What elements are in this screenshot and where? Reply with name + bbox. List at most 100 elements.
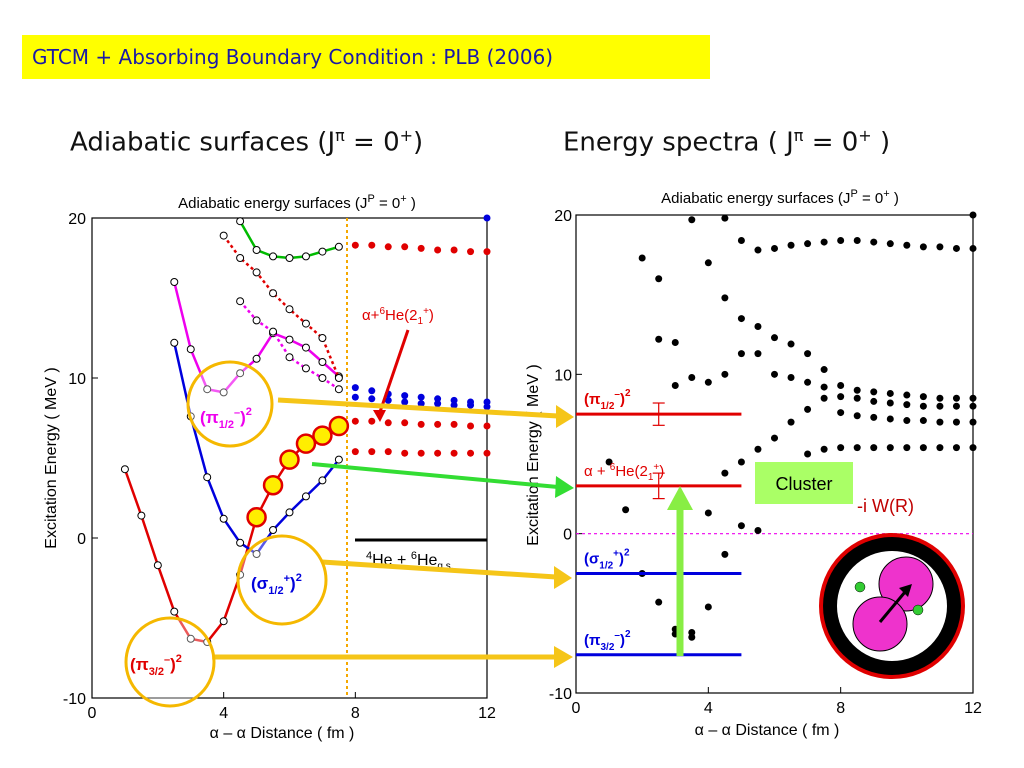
arrow-sigma12-head <box>554 566 572 589</box>
arrow-sigma12 <box>321 559 557 580</box>
right-xtick-label: 8 <box>836 700 845 717</box>
pi12-circle <box>186 360 274 448</box>
left-series-point <box>269 289 278 298</box>
left-series-point <box>269 252 278 261</box>
right-point <box>754 323 762 331</box>
cluster-marker <box>246 506 267 528</box>
right-point <box>936 402 944 410</box>
left-extrap-point <box>351 448 359 456</box>
left-extrap-point <box>483 398 491 406</box>
right-point <box>853 394 861 402</box>
cluster-label: Cluster <box>775 474 832 494</box>
sigma12-circle <box>236 534 328 626</box>
left-series-point <box>252 354 261 363</box>
cluster-box <box>755 462 853 504</box>
right-point <box>969 402 977 410</box>
left-extrap-point <box>483 403 491 411</box>
left-extrap-point <box>417 244 425 252</box>
right-point <box>820 445 828 453</box>
left-extrap-point <box>417 393 425 401</box>
arrow-pi12-head <box>556 405 574 428</box>
right-point <box>853 236 861 244</box>
right-point <box>969 244 977 252</box>
right-point <box>936 444 944 452</box>
right-point <box>655 275 663 283</box>
right-point <box>903 241 911 249</box>
right-point <box>704 378 712 386</box>
left-series-point <box>236 369 245 378</box>
right-point <box>787 340 795 348</box>
right-point <box>721 294 729 302</box>
left-series-point <box>301 343 310 352</box>
left-series-point <box>252 316 261 325</box>
right-point <box>704 603 712 611</box>
left-series-point <box>334 374 343 382</box>
right-point <box>936 418 944 426</box>
level-label: (σ1/2+)2 <box>584 548 630 572</box>
left-series-point <box>186 634 195 643</box>
left-series-point <box>120 465 129 474</box>
left-extrap-point <box>384 448 392 456</box>
arrow-cluster <box>311 462 559 489</box>
left-extrap-point <box>384 243 392 251</box>
left-series-point <box>170 338 179 347</box>
left-series-point <box>285 508 294 517</box>
right-point <box>853 412 861 420</box>
left-series-point <box>252 268 261 277</box>
left-extrap-point <box>483 248 491 256</box>
right-point <box>870 397 878 405</box>
level-label: α + 6He(21+) <box>584 462 664 483</box>
left-series-point <box>334 455 343 464</box>
right-ytick-label: 20 <box>554 208 572 225</box>
right-heading: Energy spectra ( Jπ = 0+ ) <box>563 126 891 158</box>
left-extrap-point <box>401 419 409 427</box>
right-point <box>655 598 663 606</box>
left-extrap-point <box>450 246 458 254</box>
right-chart-title: Adiabatic energy surfaces (JP = 0+ ) <box>661 188 899 207</box>
right-point <box>936 243 944 251</box>
right-point <box>820 383 828 391</box>
left-series-point <box>219 388 228 397</box>
left-series-point <box>170 607 179 616</box>
right-point <box>804 240 812 248</box>
alpha-cluster-bottom <box>852 596 908 652</box>
right-point <box>820 238 828 246</box>
left-series-point <box>203 385 212 394</box>
right-point <box>754 246 762 254</box>
left-ytick-label: 0 <box>77 531 86 548</box>
cluster-marker <box>312 425 333 446</box>
right-point <box>886 444 894 452</box>
state-labels: (π1/2–)2 (σ1/2+)2 (π3/2–)2 <box>124 360 328 708</box>
level-label: (π1/2–)2 <box>584 388 631 412</box>
left-series-point <box>334 242 343 251</box>
right-point <box>754 350 762 358</box>
sigma12-label: (σ1/2+)2 <box>251 572 302 597</box>
left-extrap-point <box>450 420 458 428</box>
right-plot-frame <box>575 214 974 694</box>
left-series-point <box>285 254 294 262</box>
right-point <box>837 236 845 244</box>
left-series-point <box>285 335 294 344</box>
right-point <box>688 216 696 224</box>
left-extrap-point <box>450 401 458 409</box>
left-series-point <box>301 364 310 373</box>
left-series-point <box>285 353 294 362</box>
right-point <box>737 315 745 323</box>
left-extrap-point <box>368 417 376 425</box>
left-series-point <box>252 246 261 254</box>
right-point <box>919 402 927 410</box>
cluster-marker <box>262 474 284 496</box>
left-extrap-point <box>351 417 359 425</box>
left-extrap-point <box>351 393 359 401</box>
left-extrap-point <box>467 401 475 409</box>
right-point <box>721 370 729 378</box>
left-extrap-point <box>450 449 458 457</box>
left-series-point <box>269 327 278 336</box>
right-point <box>969 394 977 402</box>
left-xtick-label: 12 <box>478 705 496 722</box>
left-chart: Adiabatic energy surfaces (JP = 0+ ) 0 4 8… <box>43 193 496 742</box>
right-point <box>721 469 729 477</box>
left-series-point <box>301 252 310 261</box>
alpha-cluster-top <box>878 556 934 612</box>
left-series-point <box>318 247 327 256</box>
